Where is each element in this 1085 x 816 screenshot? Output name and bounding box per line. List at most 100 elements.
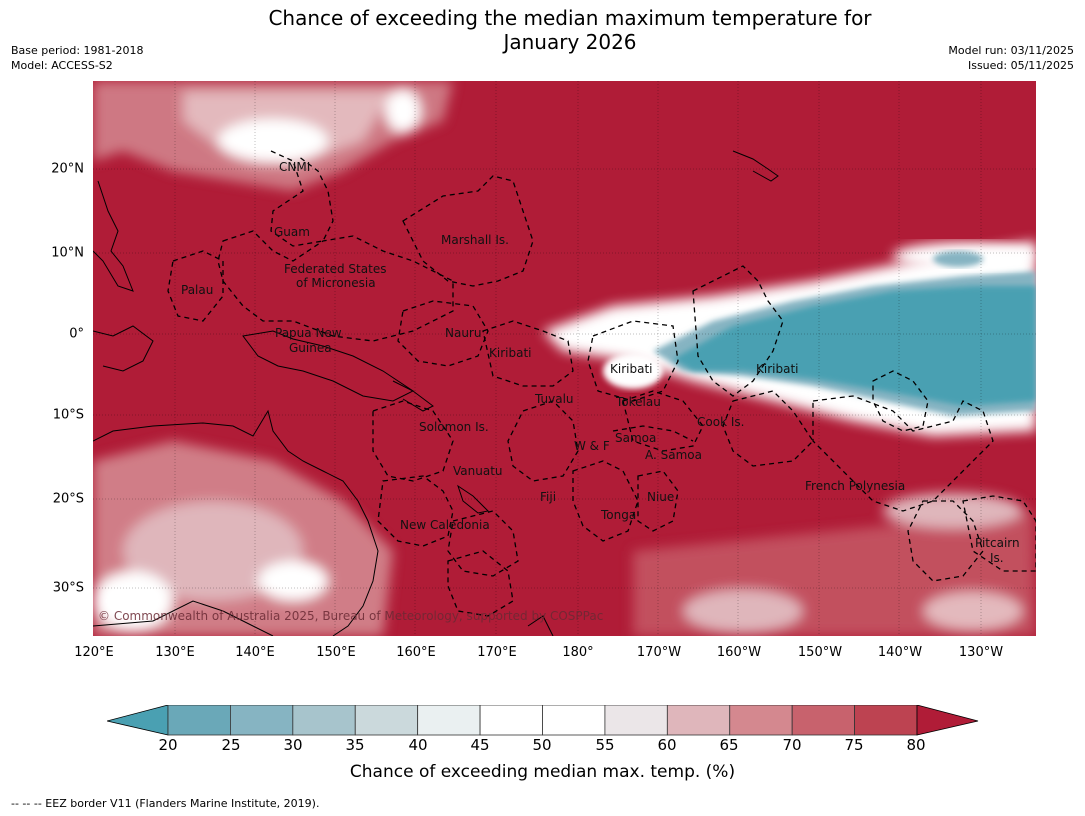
meta-right: Model run: 03/11/2025 Issued: 05/11/2025 — [948, 43, 1074, 73]
colorbar-tick: 65 — [719, 736, 739, 754]
coast-new-caledonia — [457, 484, 490, 514]
lat-label: 10°N — [51, 245, 84, 261]
eez-footnote: -- -- -- EEZ border V11 (Flanders Marine… — [11, 797, 320, 810]
graticule — [93, 81, 1036, 636]
lat-label: 0° — [69, 326, 84, 342]
eez-borders — [167, 150, 1036, 617]
colorbar — [107, 705, 979, 736]
colorbar-cell — [791, 705, 855, 736]
lon-label: 140°E — [235, 645, 275, 660]
label-tokelau: Tokelau — [615, 395, 661, 409]
label-frpoly: French Polynesia — [805, 479, 905, 493]
colorbar-cell — [542, 705, 606, 736]
label-fsm-1: Federated States — [284, 262, 386, 276]
coast-borneo-sulawesi — [93, 325, 154, 372]
coast-solomons — [392, 380, 434, 412]
model-run: Model run: 03/11/2025 — [948, 44, 1074, 57]
coast-australia-south — [93, 600, 274, 636]
label-samoa: Samoa — [615, 431, 656, 445]
colorbar-cell — [230, 705, 294, 736]
label-tuvalu: Tuvalu — [534, 392, 574, 406]
label-nauru: Nauru — [445, 326, 481, 340]
colorbar-cell — [854, 705, 918, 736]
colorbar-cell — [729, 705, 793, 736]
coast-new-guinea — [242, 330, 414, 402]
label-cook: Cook Is. — [697, 415, 744, 429]
lon-label: 180° — [562, 645, 594, 660]
label-guam: Guam — [274, 225, 310, 239]
base-period: Base period: 1981-2018 — [11, 44, 144, 57]
colorbar-tick: 70 — [782, 736, 802, 754]
colorbar-low-arrow — [107, 705, 169, 736]
colorbar-tick: 30 — [283, 736, 303, 754]
coast-australia — [93, 409, 379, 636]
colorbar-cell — [604, 705, 668, 736]
label-tonga: Tonga — [600, 508, 636, 522]
label-png-2: Guinea — [289, 341, 332, 355]
lat-label: 30°S — [52, 580, 84, 596]
label-niue: Niue — [647, 490, 674, 504]
lon-label: 170°E — [477, 645, 517, 660]
lon-label: 160°E — [396, 645, 436, 660]
coast-hawaii — [732, 150, 779, 182]
lat-label: 10°S — [52, 407, 84, 423]
colorbar-tick: 75 — [844, 736, 864, 754]
label-kiribati-w: Kiribati — [489, 346, 531, 360]
map-title: Chance of exceeding the median maximum t… — [0, 6, 1085, 54]
colorbar-tick: 25 — [221, 736, 241, 754]
label-wf: W & F — [574, 439, 610, 453]
coast-new-zealand — [527, 615, 554, 636]
label-cnmi: CNMI — [279, 160, 310, 174]
colorbar-cell — [666, 705, 731, 736]
label-kiribati-c: Kiribati — [610, 362, 652, 376]
label-kiribati-e: Kiribati — [756, 362, 798, 376]
lon-label: 170°W — [636, 645, 682, 660]
lon-label: 150°E — [316, 645, 356, 660]
label-marshall: Marshall Is. — [441, 233, 509, 247]
title-line-2: January 2026 — [503, 30, 637, 54]
lon-label: 120°E — [74, 645, 114, 660]
label-newcal: New Caledonia — [400, 518, 490, 532]
colorbar-tick: 60 — [657, 736, 677, 754]
copyright-credit: © Commonwealth of Australia 2025, Bureau… — [98, 609, 604, 623]
forecast-map: CNMI Guam Palau Federated States of Micr… — [93, 81, 1036, 636]
title-line-1: Chance of exceeding the median maximum t… — [268, 6, 872, 30]
lon-label: 130°W — [958, 645, 1004, 660]
lon-label: 160°W — [716, 645, 762, 660]
colorbar-high-arrow — [916, 705, 979, 736]
colorbar-label: Chance of exceeding median max. temp. (%… — [349, 762, 736, 782]
label-fsm-2: of Micronesia — [296, 276, 376, 290]
lat-label: 20°N — [51, 161, 84, 177]
label-vanuatu: Vanuatu — [453, 464, 503, 478]
coastlines — [93, 150, 779, 636]
colorbar-cell — [354, 705, 419, 736]
label-asamoa: A. Samoa — [645, 448, 702, 462]
place-labels: CNMI Guam Palau Federated States of Micr… — [181, 160, 1020, 565]
lon-label: 140°W — [877, 645, 923, 660]
cool-anomaly-band — [543, 241, 1036, 436]
lat-label: 20°S — [52, 491, 84, 507]
label-solomon: Solomon Is. — [419, 420, 489, 434]
issued-date: Issued: 05/11/2025 — [967, 59, 1074, 72]
colorbar-cell — [292, 705, 356, 736]
colorbar-tick: 55 — [595, 736, 615, 754]
colorbar-tick: 20 — [158, 736, 178, 754]
model-name: Model: ACCESS-S2 — [11, 59, 113, 72]
label-pitcairn-1: Pitcairn — [975, 536, 1020, 550]
colorbar-cell — [167, 705, 231, 736]
coast-philippines — [93, 180, 134, 292]
label-png-1: Papua New — [275, 326, 342, 340]
lon-label: 130°E — [155, 645, 195, 660]
colorbar-cell — [479, 705, 543, 736]
colorbar-tick: 50 — [532, 736, 552, 754]
label-fiji: Fiji — [540, 490, 556, 504]
colorbar-tick: 45 — [470, 736, 490, 754]
colorbar-tick: 40 — [408, 736, 428, 754]
meta-left: Base period: 1981-2018 Model: ACCESS-S2 — [11, 43, 143, 73]
label-pitcairn-2: Is. — [990, 551, 1004, 565]
colorbar-cell — [417, 705, 481, 736]
colorbar-tick: 35 — [345, 736, 365, 754]
lon-label: 150°W — [797, 645, 843, 660]
colorbar-tick: 80 — [906, 736, 926, 754]
probability-shading — [93, 81, 1036, 636]
